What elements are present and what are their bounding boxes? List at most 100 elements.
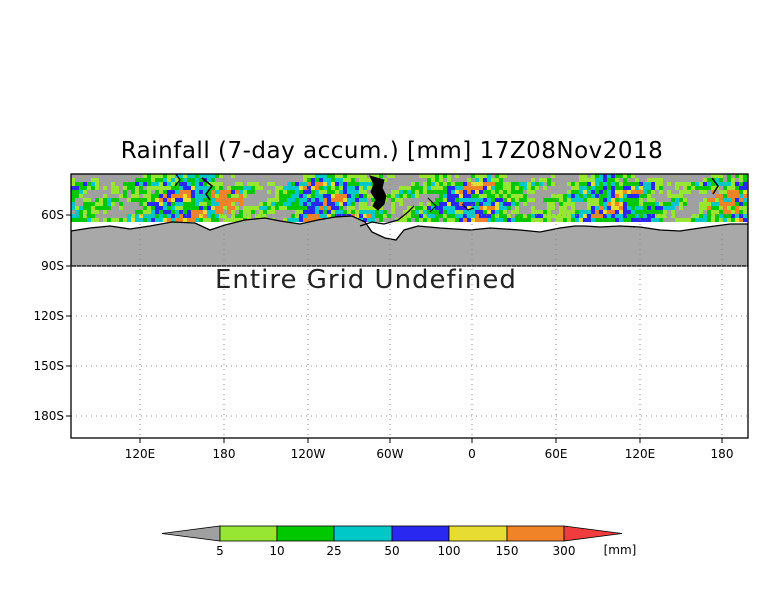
rain-cell (647, 218, 651, 222)
rain-cell (191, 182, 195, 186)
rain-cell (191, 174, 195, 178)
rain-cell (179, 218, 183, 222)
rain-cell (519, 214, 523, 218)
rain-cell (319, 194, 323, 198)
rain-cell (383, 210, 387, 214)
rain-cell (471, 198, 475, 202)
rain-cell (651, 186, 655, 190)
rain-cell (219, 198, 223, 202)
rain-cell (583, 210, 587, 214)
rain-cell (667, 202, 671, 206)
rain-cell (727, 210, 731, 214)
rain-cell (99, 202, 103, 206)
rain-cell (451, 194, 455, 198)
rain-cell (451, 190, 455, 194)
rain-cell (455, 218, 459, 222)
rain-cell (307, 202, 311, 206)
rain-cell (407, 218, 411, 222)
rain-cell (315, 202, 319, 206)
rain-cell (595, 190, 599, 194)
rain-cell (571, 202, 575, 206)
rain-cell (603, 214, 607, 218)
rain-cell (71, 182, 75, 186)
rain-cell (443, 194, 447, 198)
rain-cell (271, 202, 275, 206)
rain-cell (483, 190, 487, 194)
rain-cell (107, 198, 111, 202)
rain-cell (479, 206, 483, 210)
rain-cell (307, 206, 311, 210)
rain-cell (443, 174, 447, 178)
rain-cell (303, 182, 307, 186)
rain-cell (675, 182, 679, 186)
rain-cell (695, 214, 699, 218)
rain-cell (311, 210, 315, 214)
rain-cell (671, 202, 675, 206)
rain-cell (203, 190, 207, 194)
rain-cell (327, 190, 331, 194)
rain-cell (435, 190, 439, 194)
rain-cell (443, 202, 447, 206)
rain-cell (575, 186, 579, 190)
rain-cell (147, 214, 151, 218)
rain-cell (483, 218, 487, 222)
rain-cell (531, 190, 535, 194)
rain-cell (703, 218, 707, 222)
rain-cell (487, 206, 491, 210)
rain-cell (307, 218, 311, 222)
rain-cell (311, 206, 315, 210)
rain-cell (311, 186, 315, 190)
rain-cell (487, 214, 491, 218)
x-tick-label: 60E (545, 447, 568, 461)
rain-cell (699, 218, 703, 222)
rain-cell (247, 182, 251, 186)
rain-cell (379, 210, 383, 214)
rain-cell (283, 190, 287, 194)
rain-cell (283, 206, 287, 210)
rain-cell (607, 198, 611, 202)
rain-cell (495, 206, 499, 210)
rain-cell (735, 218, 739, 222)
rain-cell (135, 210, 139, 214)
rain-cell (627, 190, 631, 194)
rain-cell (183, 198, 187, 202)
rain-cell (591, 194, 595, 198)
rain-cell (495, 190, 499, 194)
rain-cell (171, 214, 175, 218)
rain-cell (259, 202, 263, 206)
rain-cell (687, 182, 691, 186)
rain-cell (527, 182, 531, 186)
rain-cell (631, 206, 635, 210)
rain-cell (631, 202, 635, 206)
rain-cell (515, 182, 519, 186)
rain-cell (75, 214, 79, 218)
rain-cell (543, 198, 547, 202)
rain-cell (183, 214, 187, 218)
rain-cell (615, 198, 619, 202)
rain-cell (507, 186, 511, 190)
rain-cell (307, 198, 311, 202)
rain-cell (223, 202, 227, 206)
rain-cell (139, 190, 143, 194)
colorbar-segment (448, 525, 508, 542)
rain-cell (735, 194, 739, 198)
rain-cell (707, 206, 711, 210)
rain-cell (199, 198, 203, 202)
rain-cell (703, 182, 707, 186)
rain-cell (467, 206, 471, 210)
rain-cell (495, 178, 499, 182)
rain-cell (683, 202, 687, 206)
rain-cell (655, 210, 659, 214)
rain-cell (111, 190, 115, 194)
rain-cell (599, 210, 603, 214)
rain-cell (471, 174, 475, 178)
rain-cell (143, 190, 147, 194)
rain-cell (607, 210, 611, 214)
colorbar-left-arrow (161, 525, 221, 542)
rain-cell (335, 198, 339, 202)
rain-cell (715, 178, 719, 182)
undefined-grid-message: Entire Grid Undefined (215, 265, 517, 295)
rain-cell (459, 182, 463, 186)
rain-cell (239, 218, 243, 222)
rain-cell (363, 198, 367, 202)
